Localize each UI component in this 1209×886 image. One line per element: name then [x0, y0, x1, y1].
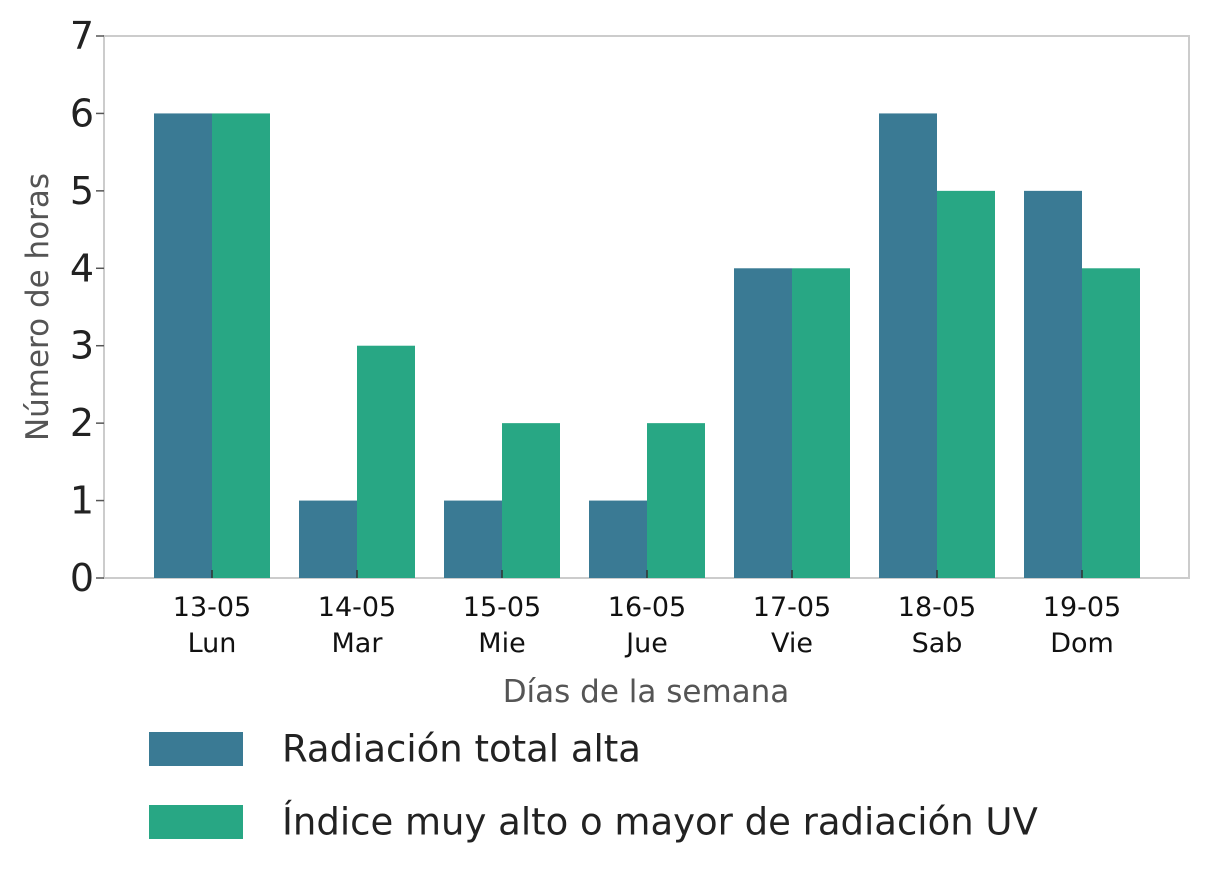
bar-radiacion-total-18-05	[879, 113, 937, 578]
x-tick-day: Vie	[771, 628, 813, 659]
y-tick-label: 6	[70, 91, 94, 135]
y-tick-label: 2	[70, 401, 94, 445]
y-tick-label: 5	[70, 169, 94, 213]
y-tick-label: 1	[70, 479, 94, 523]
bars	[154, 113, 1140, 578]
x-axis-label: Días de la semana	[503, 674, 790, 710]
bar-indice-uv-13-05	[212, 113, 270, 578]
legend-label: Radiación total alta	[282, 728, 641, 771]
x-tick-date: 14-05	[318, 592, 396, 623]
legend-label: Índice muy alto o mayor de radiación UV	[282, 800, 1038, 844]
bar-radiacion-total-19-05	[1024, 190, 1082, 578]
legend-swatch	[149, 805, 243, 839]
x-axis: 13-05 Lun 14-05 Mar 15-05 Mie 16-05 Jue 17-05 Vie…	[173, 570, 1121, 659]
x-tick-date: 19-05	[1043, 592, 1121, 623]
bar-indice-uv-19-05	[1082, 268, 1140, 578]
x-tick-day: Mie	[478, 628, 525, 659]
x-tick-day: Dom	[1050, 628, 1114, 659]
x-tick-day: Jue	[624, 628, 668, 659]
bar-indice-uv-18-05	[937, 190, 995, 578]
bar-indice-uv-14-05	[357, 345, 415, 578]
bar-radiacion-total-17-05	[734, 268, 792, 578]
y-tick-label: 4	[70, 246, 94, 290]
bar-indice-uv-15-05	[502, 423, 560, 578]
x-tick-day: Sab	[912, 628, 963, 659]
y-tick-label: 3	[70, 324, 94, 368]
y-axis: 0 1 2 3 4 5 6 7	[70, 14, 104, 600]
x-tick-date: 18-05	[898, 592, 976, 623]
legend: Radiación total alta Índice muy alto o ma…	[149, 728, 1038, 844]
x-tick-date: 17-05	[753, 592, 831, 623]
x-tick-date: 15-05	[463, 592, 541, 623]
y-tick-label: 7	[70, 14, 94, 58]
x-tick-date: 16-05	[608, 592, 686, 623]
legend-swatch	[149, 732, 243, 766]
x-tick-day: Mar	[332, 628, 384, 659]
bar-radiacion-total-14-05	[299, 500, 357, 578]
y-axis-label: Número de horas	[20, 173, 56, 441]
bar-radiacion-total-16-05	[589, 500, 647, 578]
bar-indice-uv-16-05	[647, 423, 705, 578]
bar-radiacion-total-13-05	[154, 113, 212, 578]
x-tick-day: Lun	[188, 628, 237, 659]
y-tick-label: 0	[70, 556, 94, 600]
bar-indice-uv-17-05	[792, 268, 850, 578]
bar-radiacion-total-15-05	[444, 500, 502, 578]
x-tick-date: 13-05	[173, 592, 251, 623]
